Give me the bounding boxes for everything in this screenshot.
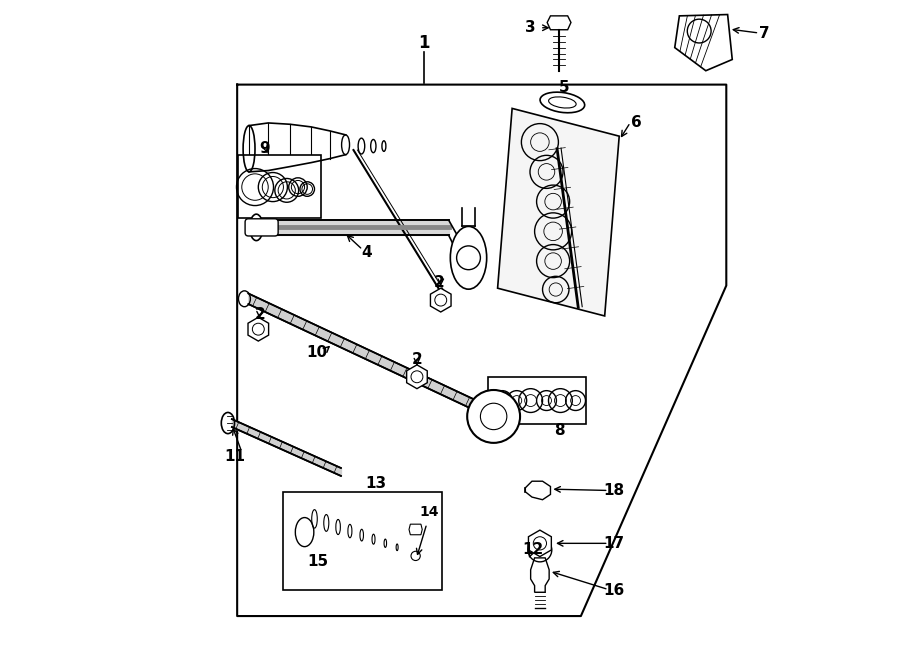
- Text: 10: 10: [306, 346, 327, 360]
- Text: 11: 11: [224, 449, 245, 463]
- Polygon shape: [248, 317, 268, 341]
- Text: 7: 7: [759, 26, 769, 40]
- Text: 2: 2: [411, 352, 422, 367]
- Text: 9: 9: [259, 141, 270, 155]
- Bar: [238, 155, 321, 218]
- Polygon shape: [407, 365, 428, 389]
- Text: 12: 12: [523, 543, 544, 557]
- Text: 3: 3: [526, 20, 536, 35]
- Bar: [284, 492, 442, 590]
- Ellipse shape: [450, 226, 487, 290]
- Polygon shape: [528, 530, 552, 557]
- Text: 5: 5: [558, 80, 569, 95]
- Text: 14: 14: [419, 505, 438, 520]
- Text: 13: 13: [365, 477, 386, 491]
- Polygon shape: [498, 108, 619, 316]
- Text: 8: 8: [554, 424, 565, 438]
- Polygon shape: [430, 288, 451, 312]
- Text: 2: 2: [434, 276, 445, 290]
- Text: 2: 2: [255, 307, 265, 322]
- Circle shape: [467, 390, 520, 443]
- Text: 17: 17: [603, 536, 625, 551]
- Text: 6: 6: [631, 115, 642, 130]
- Text: 18: 18: [603, 483, 625, 498]
- Text: 1: 1: [418, 34, 429, 52]
- Text: 16: 16: [603, 584, 625, 598]
- Text: 15: 15: [307, 555, 328, 569]
- Bar: [489, 377, 586, 424]
- Ellipse shape: [249, 214, 263, 241]
- Text: 4: 4: [362, 245, 372, 260]
- FancyBboxPatch shape: [245, 219, 278, 236]
